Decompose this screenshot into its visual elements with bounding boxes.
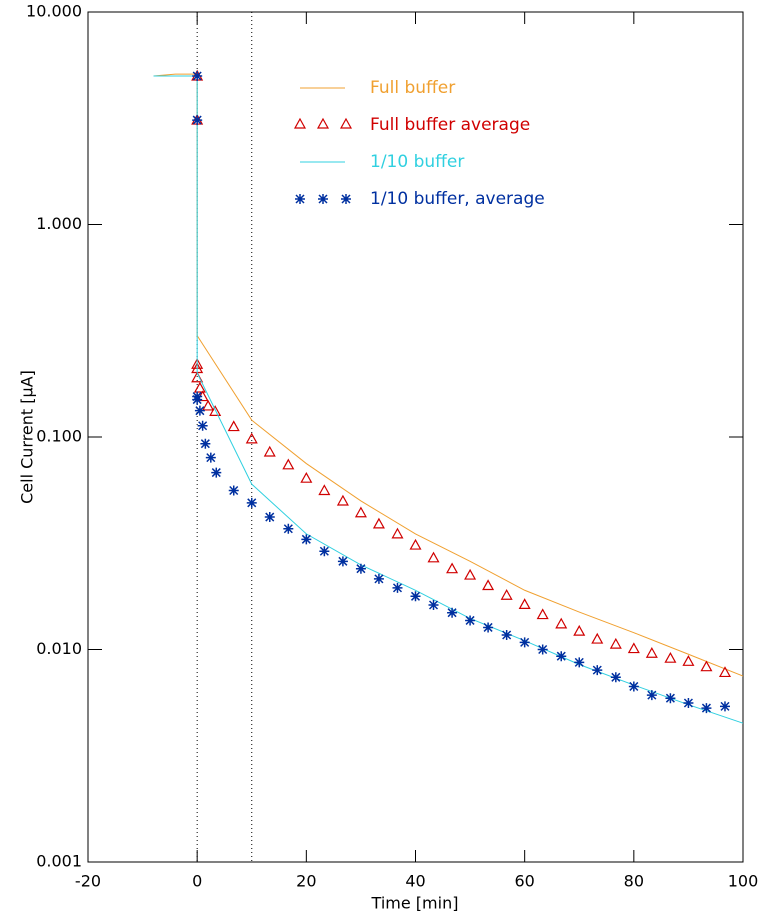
asterisk-marker [719,701,730,712]
legend-marker [316,117,330,129]
triangle-marker [300,471,313,483]
legend-label: 1/10 buffer, average [370,189,545,209]
legend-label: Full buffer [370,78,455,98]
triangle-marker [682,655,695,666]
asterisk-marker [337,556,348,567]
legend-marker [339,117,353,129]
asterisk-marker [610,672,621,683]
asterisk-marker [574,657,585,668]
asterisk-marker [373,573,384,584]
asterisk-marker [301,534,312,545]
asterisk-marker [592,665,603,676]
asterisk-marker [428,599,439,610]
triangle-marker [518,598,531,610]
legend-marker [293,117,307,129]
asterisk-marker [192,115,203,126]
triangle-marker [409,538,422,550]
triangle-marker [372,517,385,529]
triangle-marker [336,494,349,506]
triangle-marker [645,647,658,658]
triangle-marker [318,484,331,496]
asterisk-marker [519,637,530,648]
asterisk-marker [483,622,494,633]
x-axis-label: Time [min] [371,894,459,913]
plot-frame [87,11,744,863]
triangle-marker [193,381,206,393]
triangle-marker [263,445,276,457]
triangle-marker [245,432,258,444]
asterisk-marker [211,467,222,478]
y-axis-label: Cell Current [μA] [18,370,37,504]
triangle-marker [202,399,215,411]
legend-marker [341,194,351,204]
triangle-marker [627,642,640,654]
triangle-marker [536,608,549,620]
triangle-marker [209,405,222,416]
asterisk-marker [228,485,239,496]
y-tick-label: 0.010 [36,639,82,658]
triangle-marker [700,660,713,672]
legend-label: 1/10 buffer [370,152,464,172]
triangle-marker [573,624,586,636]
x-tick-label: 40 [405,872,425,891]
asterisk-marker [205,452,216,463]
asterisk-marker [665,693,676,704]
triangle-marker [609,637,622,649]
triangle-marker [427,551,440,563]
triangle-marker [664,651,677,663]
asterisk-marker [628,681,639,692]
x-tick-label: -20 [75,872,101,891]
legend-label: Full buffer average [370,115,530,135]
y-tick-label: 0.001 [36,852,82,871]
asterisk-marker [501,630,512,641]
asterisk-marker [192,70,203,81]
asterisk-marker [283,523,294,534]
asterisk-marker [701,703,712,714]
triangle-marker [391,527,404,539]
asterisk-marker [197,420,208,431]
y-tick-label: 0.100 [36,427,82,446]
asterisk-marker [319,546,330,557]
asterisk-marker [264,512,275,523]
triangle-marker [227,420,240,432]
triangle-marker [555,617,568,629]
triangle-marker [354,506,367,518]
asterisk-marker [392,582,403,593]
asterisk-marker [537,644,548,655]
triangle-marker [591,632,604,644]
y-tick-label: 10.000 [26,2,82,21]
x-tick-label: 60 [514,872,534,891]
legend-marker [295,194,305,204]
asterisk-marker [465,615,476,626]
asterisk-marker [355,563,366,574]
asterisk-marker [683,698,694,709]
triangle-marker [482,579,495,591]
y-tick-label: 1.000 [36,214,82,233]
asterisk-marker [246,497,257,508]
triangle-marker [464,568,477,580]
x-tick-label: 20 [296,872,316,891]
legend-marker [318,194,328,204]
x-tick-label: 80 [624,872,644,891]
triangle-marker [282,458,295,470]
x-tick-label: 100 [728,872,759,891]
triangle-marker [718,666,732,678]
series-line [153,75,744,724]
x-tick-label: 0 [192,872,202,891]
triangle-marker [500,589,513,600]
triangle-marker [446,562,459,574]
asterisk-marker [447,607,458,618]
asterisk-marker [646,690,657,701]
asterisk-marker [194,405,205,416]
asterisk-marker [192,394,203,405]
asterisk-marker [200,438,211,449]
asterisk-marker [410,591,421,602]
asterisk-marker [556,651,567,662]
